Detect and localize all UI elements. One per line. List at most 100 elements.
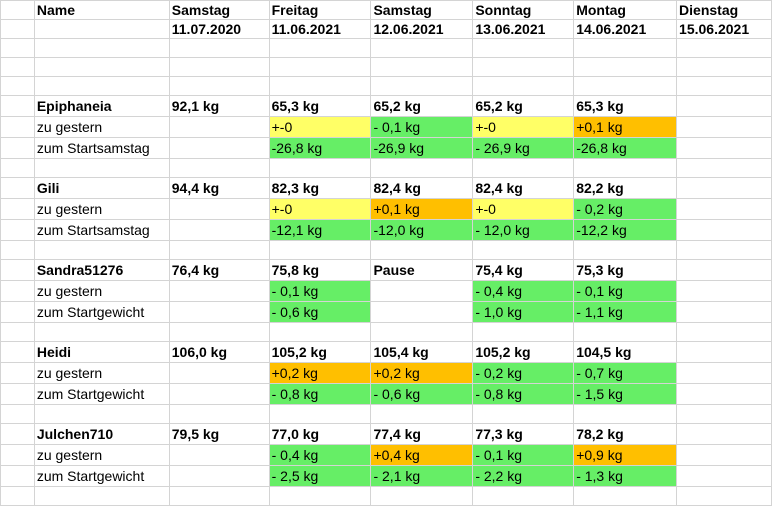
difference-cell[interactable] (676, 137, 772, 159)
header-weekday[interactable]: Montag (573, 0, 678, 20)
empty-cell[interactable] (573, 76, 678, 96)
weight-cell[interactable]: 76,4 kg (168, 259, 270, 281)
empty-cell[interactable] (573, 38, 678, 58)
difference-cell[interactable] (676, 362, 772, 384)
difference-cell[interactable]: +-0 (268, 116, 372, 138)
difference-cell[interactable]: - 0,1 kg (472, 444, 575, 466)
empty-cell[interactable] (268, 57, 372, 77)
person-name[interactable]: Heidi (33, 341, 170, 363)
empty-cell[interactable] (168, 240, 270, 260)
empty-cell[interactable] (268, 322, 372, 342)
difference-cell[interactable]: -12,0 kg (370, 219, 474, 241)
empty-cell[interactable] (573, 57, 678, 77)
row-gutter[interactable] (0, 137, 35, 159)
weight-cell[interactable]: 104,5 kg (573, 341, 678, 363)
empty-cell[interactable] (676, 322, 772, 342)
weight-cell[interactable]: 77,3 kg (472, 423, 575, 445)
difference-cell[interactable] (168, 116, 270, 138)
difference-cell[interactable]: -26,8 kg (268, 137, 372, 159)
weight-cell[interactable]: 75,3 kg (573, 259, 678, 281)
difference-cell[interactable]: - 0,6 kg (370, 383, 474, 405)
row-label[interactable]: zum Startgewicht (33, 383, 170, 405)
difference-cell[interactable]: - 0,1 kg (268, 280, 372, 302)
weight-cell[interactable]: Pause (370, 259, 474, 281)
difference-cell[interactable]: - 1,0 kg (472, 301, 575, 323)
empty-cell[interactable] (0, 57, 35, 77)
empty-cell[interactable] (0, 76, 35, 96)
difference-cell[interactable] (676, 301, 772, 323)
empty-cell[interactable] (268, 76, 372, 96)
empty-cell[interactable] (472, 57, 575, 77)
weight-cell[interactable]: 78,2 kg (573, 423, 678, 445)
empty-cell[interactable] (370, 158, 474, 178)
row-label[interactable]: zum Startgewicht (33, 301, 170, 323)
difference-cell[interactable]: - 0,4 kg (472, 280, 575, 302)
row-label[interactable]: zum Startsamstag (33, 219, 170, 241)
weight-cell[interactable]: 105,2 kg (268, 341, 372, 363)
empty-cell[interactable] (268, 158, 372, 178)
difference-cell[interactable]: +-0 (472, 198, 575, 220)
difference-cell[interactable]: - 1,5 kg (573, 383, 678, 405)
row-label[interactable]: zum Startgewicht (33, 465, 170, 487)
difference-cell[interactable] (168, 198, 270, 220)
difference-cell[interactable]: - 0,2 kg (573, 198, 678, 220)
weight-cell[interactable]: 82,4 kg (370, 177, 474, 199)
empty-cell[interactable] (676, 486, 772, 506)
row-gutter[interactable] (0, 95, 35, 117)
empty-cell[interactable] (573, 486, 678, 506)
header-weekday[interactable]: Samstag (370, 0, 474, 20)
row-gutter[interactable] (0, 301, 35, 323)
difference-cell[interactable]: - 0,8 kg (472, 383, 575, 405)
row-gutter[interactable] (0, 444, 35, 466)
empty-cell[interactable] (33, 76, 170, 96)
empty-cell[interactable] (168, 404, 270, 424)
empty-cell[interactable] (573, 404, 678, 424)
weight-cell[interactable] (676, 341, 772, 363)
header-weekday[interactable]: Freitag (268, 0, 372, 20)
empty-cell[interactable] (0, 404, 35, 424)
row-gutter[interactable] (0, 280, 35, 302)
empty-cell[interactable] (472, 322, 575, 342)
empty-cell[interactable] (0, 38, 35, 58)
row-label[interactable]: zu gestern (33, 362, 170, 384)
empty-cell[interactable] (573, 158, 678, 178)
header-weekday[interactable]: Sonntag (472, 0, 575, 20)
difference-cell[interactable]: +0,1 kg (370, 198, 474, 220)
row-label[interactable]: zu gestern (33, 116, 170, 138)
empty-cell[interactable] (33, 240, 170, 260)
row-label[interactable]: zu gestern (33, 198, 170, 220)
empty-cell[interactable] (370, 57, 474, 77)
weight-cell[interactable] (676, 95, 772, 117)
empty-cell[interactable] (33, 38, 170, 58)
weight-cell[interactable]: 75,8 kg (268, 259, 372, 281)
empty-cell[interactable] (168, 486, 270, 506)
difference-cell[interactable] (168, 301, 270, 323)
difference-cell[interactable] (168, 219, 270, 241)
empty-cell[interactable] (33, 486, 170, 506)
difference-cell[interactable] (168, 137, 270, 159)
empty-cell[interactable] (168, 76, 270, 96)
difference-cell[interactable] (168, 362, 270, 384)
difference-cell[interactable] (370, 280, 474, 302)
empty-cell[interactable] (33, 322, 170, 342)
empty-cell[interactable] (472, 404, 575, 424)
row-gutter[interactable] (0, 259, 35, 281)
empty-cell[interactable] (168, 57, 270, 77)
empty-cell[interactable] (33, 404, 170, 424)
difference-cell[interactable]: +0,2 kg (268, 362, 372, 384)
difference-cell[interactable] (676, 198, 772, 220)
difference-cell[interactable]: - 0,6 kg (268, 301, 372, 323)
header-weekday[interactable]: Samstag (168, 0, 270, 20)
weight-cell[interactable]: 79,5 kg (168, 423, 270, 445)
difference-cell[interactable]: -26,8 kg (573, 137, 678, 159)
empty-cell[interactable] (0, 322, 35, 342)
empty-cell[interactable] (676, 76, 772, 96)
difference-cell[interactable]: - 1,1 kg (573, 301, 678, 323)
weight-cell[interactable]: 106,0 kg (168, 341, 270, 363)
header-date[interactable]: 13.06.2021 (472, 19, 575, 39)
difference-cell[interactable] (676, 219, 772, 241)
empty-cell[interactable] (472, 486, 575, 506)
difference-cell[interactable]: - 0,1 kg (573, 280, 678, 302)
empty-cell[interactable] (676, 158, 772, 178)
difference-cell[interactable] (168, 444, 270, 466)
